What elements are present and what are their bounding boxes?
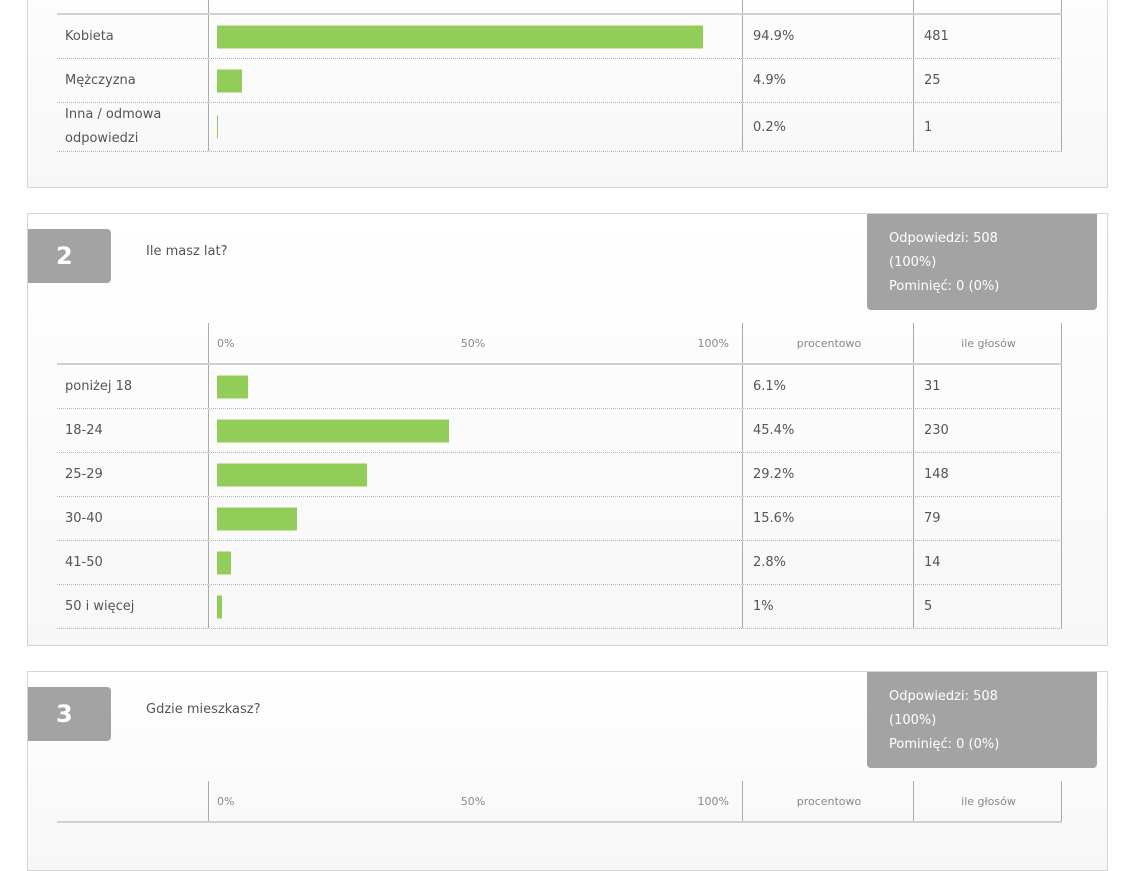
stats-box: Odpowiedzi: 508 (100%) Pominięć: 0 (0%)	[867, 672, 1097, 768]
scale-tick: 100%	[697, 795, 729, 808]
bar-cell	[208, 59, 742, 102]
answered-count: Odpowiedzi: 508 (100%)	[889, 689, 998, 728]
vote-count: 230	[913, 409, 1062, 452]
column-header	[913, 0, 1062, 13]
column-header: ile głosów	[913, 323, 1062, 363]
table-header: 0% 50% 100% procentowo ile głosów	[57, 323, 1062, 365]
answer-label: 25-29	[65, 466, 103, 482]
result-bar	[217, 69, 243, 92]
header-cell	[57, 0, 208, 13]
scale-tick: 100%	[697, 337, 729, 350]
column-header: procentowo	[742, 323, 913, 363]
percent-label: 45.4%	[742, 409, 913, 452]
vote-count: 1	[913, 103, 1062, 151]
vote-count: 481	[913, 15, 1062, 58]
scale-tick: 50%	[460, 337, 486, 350]
answered-count: Odpowiedzi: 508 (100%)	[889, 231, 998, 270]
result-row: 50 i więcej 1% 5	[57, 585, 1062, 629]
header-cell	[57, 323, 208, 363]
answer-label: Mężczyzna	[65, 72, 136, 88]
result-row: Kobieta 94.9% 481	[57, 15, 1062, 59]
results-table: Kobieta 94.9% 481 Mężczyzna 4.9% 25 Inna / odm…	[57, 0, 1062, 152]
vote-count: 79	[913, 497, 1062, 540]
percent-label: 94.9%	[742, 15, 913, 58]
column-header: ile głosów	[913, 781, 1062, 821]
results-table: 0% 50% 100% procentowo ile głosów	[57, 781, 1062, 823]
result-bar	[217, 507, 297, 530]
table-header	[57, 0, 1062, 15]
scale-tick: 50%	[460, 795, 486, 808]
percent-label: 2.8%	[742, 541, 913, 584]
question-number: 3	[28, 687, 111, 741]
column-header	[742, 0, 913, 13]
answer-label: poniżej 18	[65, 378, 133, 394]
column-header: procentowo	[742, 781, 913, 821]
page: Kobieta 94.9% 481 Mężczyzna 4.9% 25 Inna / odm…	[27, 0, 1108, 871]
vote-count: 5	[913, 585, 1062, 628]
skipped-count: Pominięć: 0 (0%)	[889, 279, 1000, 294]
percent-label: 6.1%	[742, 365, 913, 408]
question-panel: Kobieta 94.9% 481 Mężczyzna 4.9% 25 Inna / odm…	[27, 0, 1108, 188]
bar-cell	[208, 453, 742, 496]
results-table: 0% 50% 100% procentowo ile głosów poniżej 18 6…	[57, 323, 1062, 629]
result-row: 25-29 29.2% 148	[57, 453, 1062, 497]
result-bar	[217, 115, 219, 139]
answer-label: Inna / odmowa odpowiedzi	[65, 107, 162, 146]
table-header: 0% 50% 100% procentowo ile głosów	[57, 781, 1062, 823]
answer-label: 50 i więcej	[65, 598, 135, 614]
bar-cell	[208, 365, 742, 408]
result-row: 18-24 45.4% 230	[57, 409, 1062, 453]
percent-label: 15.6%	[742, 497, 913, 540]
scale-header: 0% 50% 100%	[208, 781, 742, 821]
percent-label: 0.2%	[742, 103, 913, 151]
vote-count: 31	[913, 365, 1062, 408]
header-cell	[57, 781, 208, 821]
bar-cell	[208, 541, 742, 584]
result-bar	[217, 419, 450, 442]
bar-cell	[208, 409, 742, 452]
scale-header	[208, 0, 742, 13]
scale-header: 0% 50% 100%	[208, 323, 742, 363]
result-row: poniżej 18 6.1% 31	[57, 365, 1062, 409]
question-panel: 2 Ile masz lat? Odpowiedzi: 508 (100%) Pomi…	[27, 213, 1108, 646]
answer-label: Kobieta	[65, 28, 114, 44]
result-row: 41-50 2.8% 14	[57, 541, 1062, 585]
percent-label: 29.2%	[742, 453, 913, 496]
bar-cell	[208, 497, 742, 540]
answer-label: 30-40	[65, 510, 103, 526]
result-bar	[217, 595, 223, 618]
question-panel: 3 Gdzie mieszkasz? Odpowiedzi: 508 (100%) P…	[27, 671, 1108, 871]
scale-tick: 0%	[217, 337, 235, 350]
stats-box: Odpowiedzi: 508 (100%) Pominięć: 0 (0%)	[867, 214, 1097, 310]
question-number: 2	[28, 229, 111, 283]
result-bar	[217, 375, 249, 398]
vote-count: 14	[913, 541, 1062, 584]
result-row: Mężczyzna 4.9% 25	[57, 59, 1062, 103]
result-bar	[217, 25, 703, 48]
result-bar	[217, 551, 232, 574]
bar-cell	[208, 103, 742, 151]
answer-label: 18-24	[65, 422, 103, 438]
skipped-count: Pominięć: 0 (0%)	[889, 737, 1000, 752]
vote-count: 148	[913, 453, 1062, 496]
result-bar	[217, 463, 367, 486]
answer-label: 41-50	[65, 554, 103, 570]
bar-cell	[208, 15, 742, 58]
result-row: Inna / odmowa odpowiedzi 0.2% 1	[57, 103, 1062, 152]
scale-tick: 0%	[217, 795, 235, 808]
percent-label: 1%	[742, 585, 913, 628]
question-text: Gdzie mieszkasz?	[146, 702, 261, 717]
percent-label: 4.9%	[742, 59, 913, 102]
bar-cell	[208, 585, 742, 628]
question-text: Ile masz lat?	[146, 244, 228, 259]
vote-count: 25	[913, 59, 1062, 102]
result-row: 30-40 15.6% 79	[57, 497, 1062, 541]
